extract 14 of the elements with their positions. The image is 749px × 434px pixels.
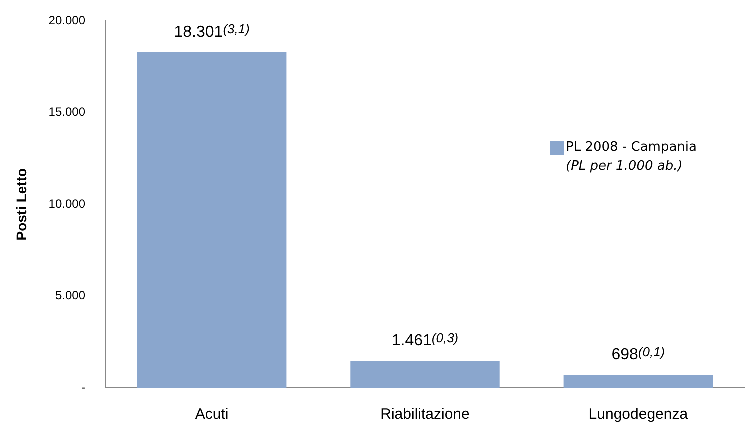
x-tick-label: Acuti (195, 406, 229, 424)
y-tick-label: - (82, 380, 86, 394)
bar (137, 52, 287, 388)
bar (564, 375, 714, 388)
legend-label: PL 2008 - Campania (566, 140, 697, 155)
y-tick-label: 20.000 (48, 14, 86, 28)
x-tick-label: Riabilitazione (380, 406, 470, 424)
y-axis-title: Posti Letto (13, 168, 30, 241)
x-tick-label: Lungodegenza (588, 406, 689, 424)
bar (350, 361, 500, 388)
y-tick-label: 15.000 (48, 105, 86, 120)
annotation: (PL per 1.000 ab.) (566, 159, 684, 174)
y-tick-label: 5.000 (55, 288, 86, 303)
y-tick-label: 10.000 (48, 196, 86, 211)
